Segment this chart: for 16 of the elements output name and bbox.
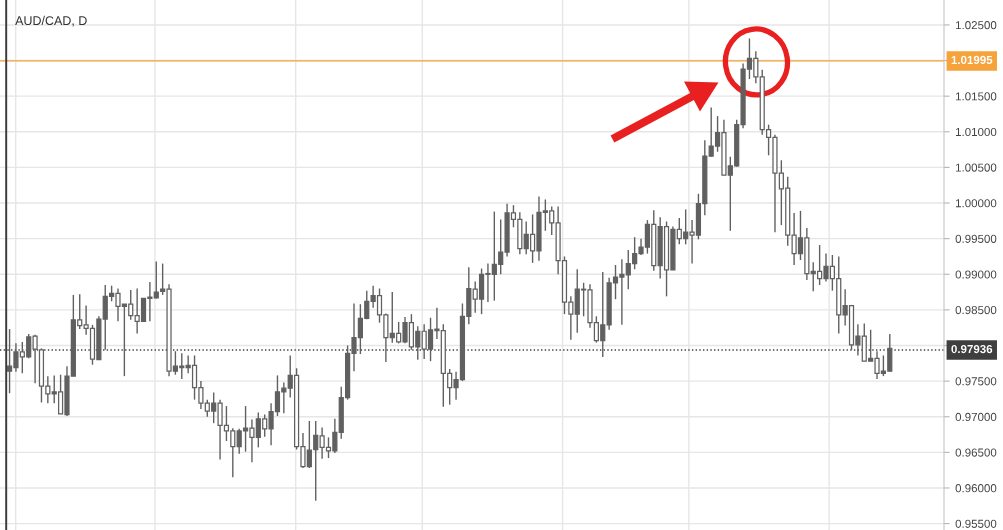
text: AUD/CAD, D — [15, 15, 87, 27]
ref-line-label: 0.97936 — [951, 344, 993, 354]
ref-line-label: 1.01995 — [951, 55, 993, 64]
y-tick-label: 0.98500 — [955, 306, 997, 315]
y-tick-label: 1.01500 — [955, 92, 997, 101]
y-tick-label: 1.00000 — [955, 199, 997, 208]
y-tick-label: 0.97500 — [955, 377, 997, 386]
y-tick-label: 0.96000 — [955, 484, 997, 493]
y-tick-label: 0.97000 — [955, 412, 997, 422]
y-tick-label: 0.96500 — [955, 448, 997, 457]
y-tick-label: 1.01000 — [955, 127, 997, 137]
y-tick-label: 0.99000 — [955, 270, 997, 279]
y-tick-label: 1.02500 — [955, 21, 997, 30]
y-tick-label: 1.00500 — [955, 163, 997, 172]
y-tick-label: 0.95500 — [955, 519, 997, 528]
y-tick-label: 0.99500 — [955, 234, 997, 243]
